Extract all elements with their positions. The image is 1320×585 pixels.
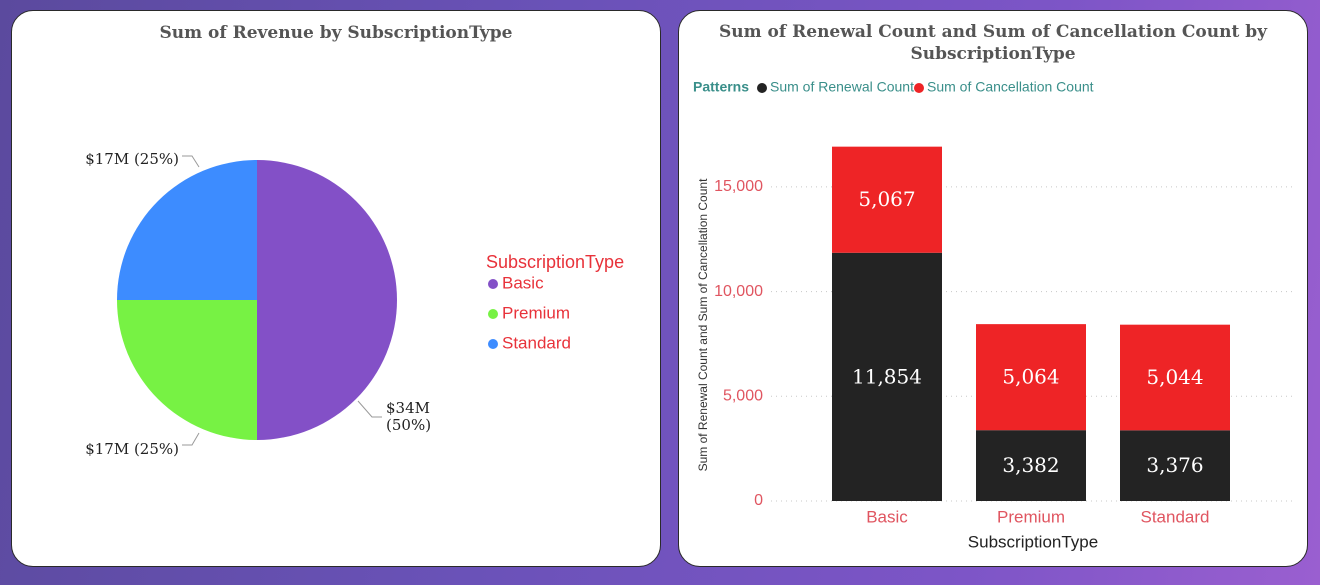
renewal-cancellation-bar-chart: Patterns Sum of Renewal Count Sum of Cance… bbox=[693, 79, 1295, 551]
revenue-pie-chart: $34M(50%) $17M (25%) $17M (25%) Subscriptio… bbox=[85, 150, 624, 458]
pie-label-leader-standard bbox=[182, 155, 200, 168]
pie-slice-standard[interactable] bbox=[117, 160, 257, 300]
pie-legend-marker-basic bbox=[488, 279, 498, 289]
pie-data-label-standard: $17M (25%) bbox=[85, 150, 179, 168]
pie-legend-label-standard[interactable]: Standard bbox=[502, 333, 571, 352]
pie-data-label-basic-2: (50%) bbox=[386, 416, 431, 434]
bar-segment-basic-sum-of-renewal-count[interactable] bbox=[832, 252, 942, 501]
pie-legend-label-basic[interactable]: Basic bbox=[502, 273, 544, 292]
bar-chart-title: Sum of Renewal Count and Sum of Cancella… bbox=[679, 21, 1307, 65]
pie-data-label-basic-1: $34M bbox=[386, 399, 430, 417]
bar-data-label-basic-sum-of-renewal-count: 11,854 bbox=[852, 364, 922, 388]
y-tick-label-10000: 10,000 bbox=[714, 283, 763, 300]
pie-label-leader-basic bbox=[357, 400, 382, 418]
x-tick-label-premium: Premium bbox=[997, 507, 1065, 526]
bar-legend-title: Patterns bbox=[693, 79, 749, 95]
bar-legend-marker-sum-of-renewal-count bbox=[757, 83, 767, 93]
bar-legend-label-sum-of-renewal-count[interactable]: Sum of Renewal Count bbox=[770, 79, 914, 95]
pie-legend-title: SubscriptionType bbox=[486, 252, 624, 272]
bar-data-label-basic-sum-of-cancellation-count: 5,067 bbox=[858, 187, 915, 211]
bar-segment-premium-sum-of-cancellation-count[interactable] bbox=[976, 324, 1086, 431]
bar-segment-standard-sum-of-renewal-count[interactable] bbox=[1120, 430, 1230, 501]
pie-legend-label-premium[interactable]: Premium bbox=[502, 303, 570, 322]
bar-chart-title-line2: SubscriptionType bbox=[910, 44, 1076, 64]
pie-slice-premium[interactable] bbox=[117, 300, 257, 440]
x-axis-label: SubscriptionType bbox=[968, 532, 1098, 551]
y-axis-label: Sum of Renewal Count and Sum of Cancella… bbox=[696, 178, 710, 472]
renewal-cancellation-card: Sum of Renewal Count and Sum of Cancella… bbox=[678, 10, 1308, 567]
revenue-pie-card: Sum of Revenue by SubscriptionType $34M(… bbox=[11, 10, 661, 567]
bar-legend-label-sum-of-cancellation-count[interactable]: Sum of Cancellation Count bbox=[927, 79, 1094, 95]
bar-data-label-standard-sum-of-cancellation-count: 5,044 bbox=[1146, 365, 1203, 389]
bar-segment-premium-sum-of-renewal-count[interactable] bbox=[976, 430, 1086, 501]
pie-slice-basic[interactable] bbox=[257, 160, 397, 440]
y-tick-label-5000: 5,000 bbox=[723, 388, 763, 405]
x-tick-label-standard: Standard bbox=[1141, 507, 1210, 526]
pie-legend-marker-standard bbox=[488, 339, 498, 349]
bar-segment-basic-sum-of-cancellation-count[interactable] bbox=[832, 146, 942, 253]
bar-chart-title-line1: Sum of Renewal Count and Sum of Cancella… bbox=[719, 22, 1267, 42]
pie-legend-marker-premium bbox=[488, 309, 498, 319]
bar-data-label-premium-sum-of-cancellation-count: 5,064 bbox=[1002, 365, 1059, 389]
bar-legend-marker-sum-of-cancellation-count bbox=[914, 83, 924, 93]
bar-data-label-standard-sum-of-renewal-count: 3,376 bbox=[1146, 453, 1203, 477]
bar-data-label-premium-sum-of-renewal-count: 3,382 bbox=[1002, 453, 1059, 477]
x-tick-label-basic: Basic bbox=[866, 507, 908, 526]
pie-data-label-premium: $17M (25%) bbox=[85, 440, 179, 458]
pie-chart-title: Sum of Revenue by SubscriptionType bbox=[159, 23, 513, 43]
y-tick-label-15000: 15,000 bbox=[714, 178, 763, 195]
bar-segment-standard-sum-of-cancellation-count[interactable] bbox=[1120, 324, 1230, 431]
pie-label-leader-premium bbox=[182, 432, 200, 446]
y-tick-label-0: 0 bbox=[754, 492, 763, 509]
